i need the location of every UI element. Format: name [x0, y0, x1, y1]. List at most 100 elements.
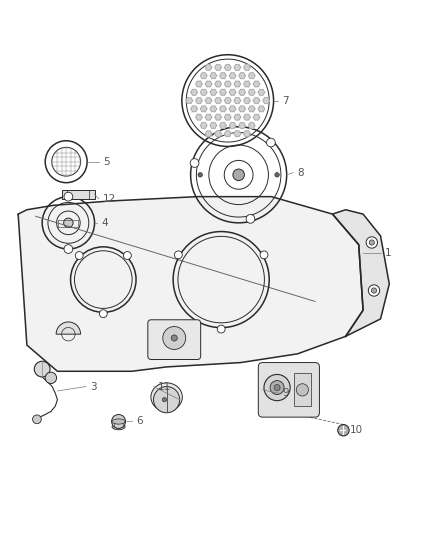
Polygon shape	[224, 131, 231, 136]
FancyBboxPatch shape	[148, 320, 201, 359]
Polygon shape	[239, 106, 245, 112]
Polygon shape	[244, 131, 250, 136]
Circle shape	[267, 138, 275, 147]
Polygon shape	[219, 90, 226, 95]
Polygon shape	[191, 106, 198, 112]
Ellipse shape	[112, 424, 125, 430]
Polygon shape	[205, 131, 212, 136]
Circle shape	[64, 218, 73, 228]
Polygon shape	[186, 98, 193, 103]
Polygon shape	[224, 64, 231, 70]
Polygon shape	[229, 106, 236, 112]
Polygon shape	[196, 98, 202, 103]
Polygon shape	[229, 73, 236, 78]
Circle shape	[296, 384, 308, 396]
Text: 6: 6	[136, 416, 143, 426]
Circle shape	[233, 169, 244, 181]
Polygon shape	[253, 81, 260, 87]
Polygon shape	[215, 98, 221, 103]
Polygon shape	[224, 115, 231, 120]
Text: 4: 4	[101, 218, 108, 228]
Text: 11: 11	[158, 382, 171, 392]
Polygon shape	[234, 64, 240, 70]
Circle shape	[274, 384, 280, 391]
Polygon shape	[201, 90, 207, 95]
Polygon shape	[234, 131, 240, 136]
Polygon shape	[244, 81, 250, 87]
Polygon shape	[229, 123, 236, 128]
Polygon shape	[215, 81, 221, 87]
Circle shape	[264, 375, 290, 401]
Circle shape	[124, 252, 131, 260]
Circle shape	[34, 361, 50, 377]
Text: 9: 9	[283, 388, 289, 398]
Ellipse shape	[151, 383, 182, 411]
Polygon shape	[224, 98, 231, 103]
Polygon shape	[244, 115, 250, 120]
Circle shape	[162, 398, 166, 402]
Circle shape	[366, 237, 378, 248]
Text: 1: 1	[385, 248, 392, 259]
Circle shape	[369, 240, 374, 245]
Circle shape	[64, 245, 73, 253]
Bar	[294, 374, 311, 406]
Circle shape	[270, 381, 284, 394]
Circle shape	[260, 251, 268, 259]
Polygon shape	[205, 115, 212, 120]
Circle shape	[190, 159, 199, 167]
Polygon shape	[248, 90, 255, 95]
Polygon shape	[239, 73, 245, 78]
Circle shape	[32, 415, 41, 424]
Polygon shape	[201, 106, 207, 112]
Polygon shape	[205, 64, 212, 70]
Circle shape	[368, 285, 380, 296]
Polygon shape	[219, 123, 226, 128]
Polygon shape	[229, 90, 236, 95]
Polygon shape	[234, 81, 240, 87]
Polygon shape	[332, 210, 389, 336]
Circle shape	[246, 214, 255, 223]
Polygon shape	[244, 98, 250, 103]
Polygon shape	[239, 123, 245, 128]
Circle shape	[174, 251, 182, 259]
Polygon shape	[205, 81, 212, 87]
Polygon shape	[210, 123, 217, 128]
Circle shape	[275, 173, 279, 177]
Circle shape	[338, 425, 349, 436]
Circle shape	[45, 372, 57, 384]
Polygon shape	[253, 115, 260, 120]
Polygon shape	[215, 115, 221, 120]
Text: 8: 8	[297, 168, 304, 177]
Polygon shape	[201, 123, 207, 128]
Circle shape	[198, 173, 202, 177]
Polygon shape	[248, 123, 255, 128]
Text: 7: 7	[283, 95, 289, 106]
Wedge shape	[56, 322, 81, 334]
Circle shape	[64, 192, 73, 201]
Text: 5: 5	[103, 157, 110, 167]
Polygon shape	[224, 81, 231, 87]
Polygon shape	[215, 131, 221, 136]
Polygon shape	[248, 106, 255, 112]
Polygon shape	[244, 64, 250, 70]
Circle shape	[112, 415, 126, 429]
Polygon shape	[215, 64, 221, 70]
Polygon shape	[248, 73, 255, 78]
Text: 12: 12	[103, 194, 117, 204]
Polygon shape	[253, 98, 260, 103]
Polygon shape	[234, 115, 240, 120]
Polygon shape	[219, 73, 226, 78]
Polygon shape	[191, 90, 198, 95]
Circle shape	[163, 327, 186, 350]
Polygon shape	[258, 106, 265, 112]
Circle shape	[171, 335, 177, 341]
Polygon shape	[210, 106, 217, 112]
Text: 10: 10	[350, 425, 363, 435]
Polygon shape	[210, 73, 217, 78]
Polygon shape	[258, 90, 265, 95]
FancyBboxPatch shape	[258, 362, 319, 417]
Circle shape	[153, 386, 180, 413]
Circle shape	[371, 288, 377, 293]
Polygon shape	[196, 81, 202, 87]
Polygon shape	[219, 106, 226, 112]
